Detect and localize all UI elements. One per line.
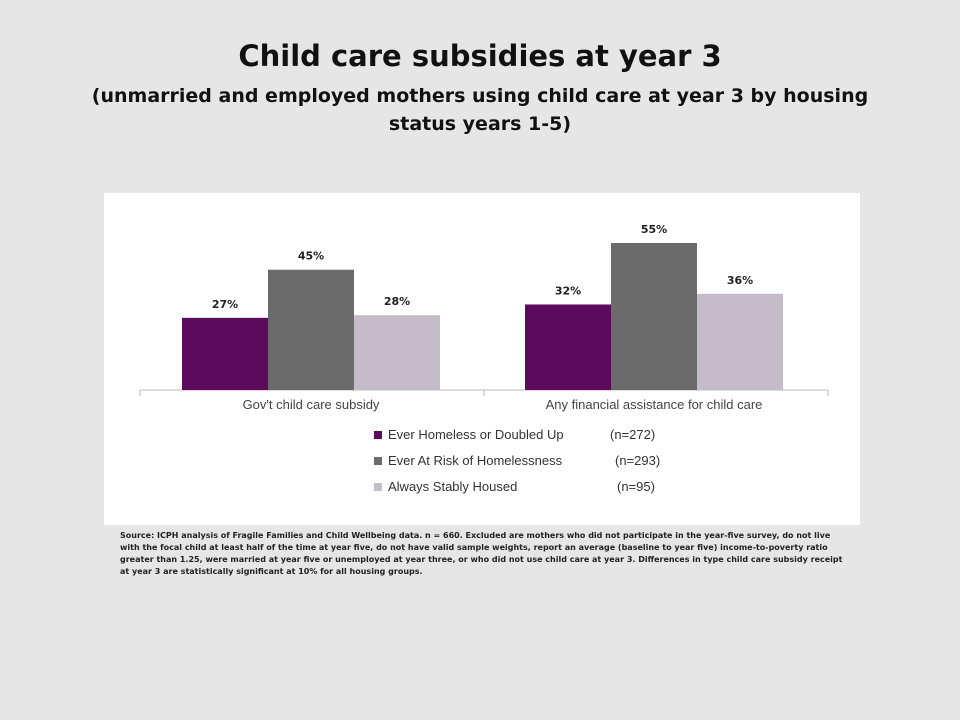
chart-subtitle: (unmarried and employed mothers using ch… bbox=[91, 85, 869, 135]
legend-swatch bbox=[374, 483, 382, 491]
legend-label: Ever At Risk of Homelessness bbox=[388, 453, 563, 468]
bar bbox=[525, 304, 611, 390]
legend-item: Ever Homeless or Doubled Up (n=272) bbox=[374, 427, 734, 453]
data-label: 27% bbox=[212, 298, 238, 311]
data-label: 55% bbox=[641, 223, 667, 236]
bar bbox=[182, 317, 268, 390]
chart-panel: 27% 45% 28% Gov't child care subsidy 32% 55% 3… bbox=[104, 193, 860, 525]
legend-swatch bbox=[374, 431, 382, 439]
bar-chart: 27% 45% 28% Gov't child care subsidy 32% 55% 3… bbox=[139, 223, 829, 412]
data-label: 28% bbox=[384, 295, 410, 308]
source-note: Source: ICPH analysis of Fragile Familie… bbox=[120, 531, 843, 576]
data-label: 32% bbox=[555, 284, 581, 297]
legend-sample-size: (n=272) bbox=[610, 427, 656, 442]
x-tick-label: Any financial assistance for child care bbox=[546, 397, 763, 412]
legend-item: Always Stably Housed (n=95) bbox=[374, 479, 734, 505]
chart-legend: Ever Homeless or Doubled Up (n=272) Ever A… bbox=[374, 427, 734, 505]
bar bbox=[697, 293, 783, 390]
data-label: 36% bbox=[727, 274, 753, 287]
legend-sample-size: (n=95) bbox=[617, 479, 655, 494]
data-label: 45% bbox=[298, 250, 324, 263]
legend-swatch bbox=[374, 457, 382, 465]
legend-label: Ever Homeless or Doubled Up bbox=[388, 427, 564, 442]
bar bbox=[611, 243, 697, 390]
legend-label: Always Stably Housed bbox=[388, 479, 518, 494]
legend-item: Ever At Risk of Homelessness (n=293) bbox=[374, 453, 734, 479]
x-tick-label: Gov't child care subsidy bbox=[243, 397, 380, 412]
bar bbox=[268, 269, 354, 390]
bar bbox=[354, 315, 440, 390]
legend-sample-size: (n=293) bbox=[615, 453, 661, 468]
chart-title: Child care subsidies at year 3 bbox=[238, 39, 722, 73]
